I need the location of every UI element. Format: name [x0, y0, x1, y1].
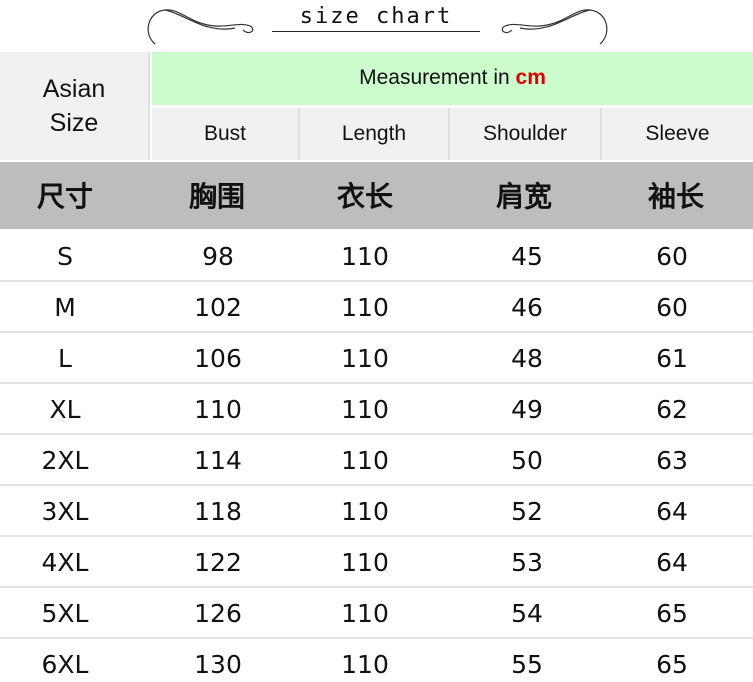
- cell-size: 6XL: [41, 650, 89, 679]
- cell-sleeve: 61: [656, 344, 688, 373]
- cell-bust: 98: [202, 242, 234, 271]
- column-header-shoulder: Shoulder: [450, 108, 602, 160]
- cell-sleeve: 60: [656, 293, 688, 322]
- chinese-header-row: 尺寸 胸围 衣长 肩宽 袖长: [0, 162, 753, 229]
- table-header: Asian Size Measurement in cm Bust Length…: [0, 52, 753, 160]
- cell-size: M: [54, 293, 76, 322]
- cell-size: XL: [49, 395, 81, 424]
- cell-bust: 130: [194, 650, 242, 679]
- cell-shoulder: 46: [511, 293, 543, 322]
- cn-header-size: 尺寸: [36, 180, 94, 213]
- table-row: 4XL 122 110 53 64: [0, 536, 753, 588]
- cell-sleeve: 60: [656, 242, 688, 271]
- title-area: size chart: [0, 0, 753, 52]
- column-header-length: Length: [300, 108, 450, 160]
- measurement-header: Measurement in cm: [152, 52, 753, 105]
- table-row: S 98 110 45 60: [0, 230, 753, 282]
- cn-header-length: 衣长: [336, 180, 394, 213]
- cell-size: 3XL: [41, 497, 89, 526]
- asian-size-label: Asian Size: [42, 75, 106, 137]
- cell-shoulder: 45: [511, 242, 543, 271]
- cell-size: 5XL: [41, 599, 89, 628]
- left-flourish-ornament: [147, 9, 254, 45]
- cell-length: 110: [341, 242, 389, 271]
- table-row: 6XL 130 110 55 65: [0, 638, 753, 682]
- cell-shoulder: 55: [511, 650, 543, 679]
- cell-bust: 122: [194, 548, 242, 577]
- cell-shoulder: 49: [511, 395, 543, 424]
- cell-size: 2XL: [41, 446, 89, 475]
- column-header-bust: Bust: [152, 108, 300, 160]
- table-row: XL 110 110 49 62: [0, 383, 753, 435]
- chart-title: size chart: [272, 4, 480, 32]
- table-row: M 102 110 46 60: [0, 281, 753, 333]
- cell-shoulder: 48: [511, 344, 543, 373]
- cell-sleeve: 63: [656, 446, 688, 475]
- cell-sleeve: 65: [656, 650, 688, 679]
- cell-length: 110: [341, 548, 389, 577]
- cell-length: 110: [341, 395, 389, 424]
- measurement-label: Measurement in: [359, 66, 516, 89]
- cell-shoulder: 50: [511, 446, 543, 475]
- cell-shoulder: 53: [511, 548, 543, 577]
- cn-header-sleeve: 袖长: [647, 180, 705, 213]
- cell-sleeve: 64: [656, 548, 688, 577]
- cell-sleeve: 65: [656, 599, 688, 628]
- cell-size: S: [57, 242, 73, 271]
- table-row: L 106 110 48 61: [0, 332, 753, 384]
- cell-length: 110: [341, 446, 389, 475]
- cell-shoulder: 52: [511, 497, 543, 526]
- cell-length: 110: [341, 650, 389, 679]
- cell-size: 4XL: [41, 548, 89, 577]
- cell-bust: 102: [194, 293, 242, 322]
- column-header-sleeve: Sleeve: [602, 108, 753, 160]
- cell-shoulder: 54: [511, 599, 543, 628]
- asian-size-header: Asian Size: [0, 52, 150, 160]
- cell-sleeve: 64: [656, 497, 688, 526]
- table-row: 3XL 118 110 52 64: [0, 485, 753, 537]
- table-row: 5XL 126 110 54 65: [0, 587, 753, 639]
- cell-bust: 110: [194, 395, 242, 424]
- cell-bust: 114: [194, 446, 242, 475]
- cn-header-bust: 胸围: [188, 180, 246, 213]
- cell-length: 110: [341, 293, 389, 322]
- table-row: 2XL 114 110 50 63: [0, 434, 753, 486]
- cell-sleeve: 62: [656, 395, 688, 424]
- cell-bust: 126: [194, 599, 242, 628]
- right-flourish-ornament: [501, 9, 608, 45]
- cell-length: 110: [341, 497, 389, 526]
- cell-bust: 118: [194, 497, 242, 526]
- cn-header-shoulder: 肩宽: [495, 180, 553, 213]
- unit-label: cm: [515, 66, 546, 89]
- cell-length: 110: [341, 599, 389, 628]
- cell-length: 110: [341, 344, 389, 373]
- cell-size: L: [58, 344, 72, 373]
- cell-bust: 106: [194, 344, 242, 373]
